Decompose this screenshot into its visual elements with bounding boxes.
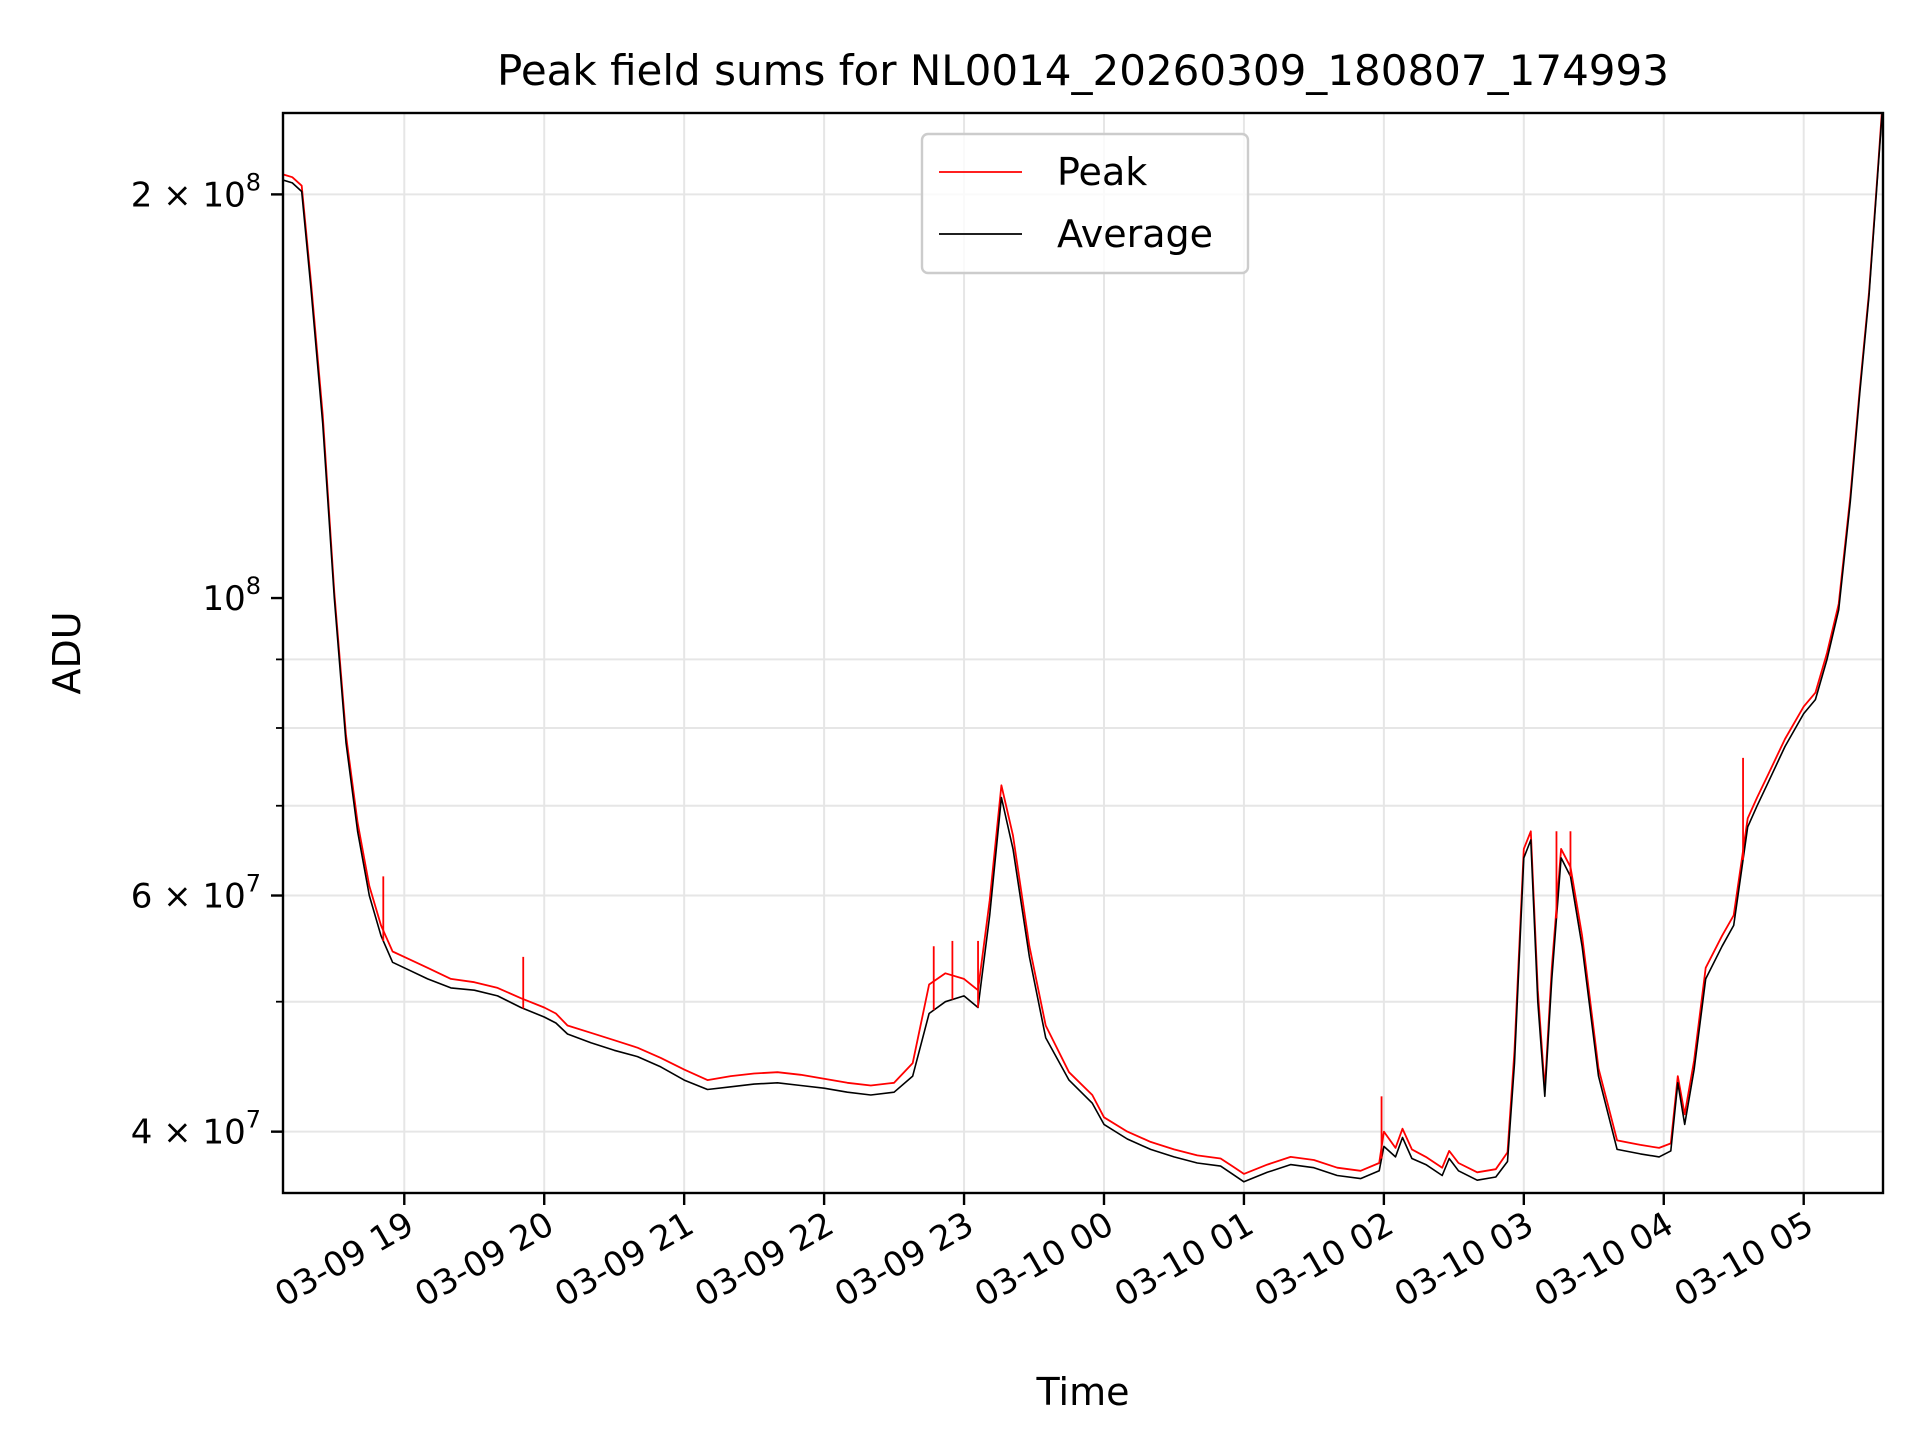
y-tick-base: 6 × 10: [131, 877, 246, 917]
legend-label: Average: [1057, 212, 1213, 256]
y-tick-exponent: 8: [246, 572, 261, 600]
legend: Peak Average: [922, 134, 1248, 273]
y-tick-label: 6 × 107: [131, 870, 261, 917]
y-tick-exponent: 7: [246, 870, 261, 898]
x-axis-label: Time: [1036, 1370, 1130, 1414]
y-tick-base: 10: [202, 579, 245, 619]
y-tick-base: 2 × 10: [131, 175, 246, 215]
y-axis-label: ADU: [45, 611, 89, 694]
y-tick-base: 4 × 10: [131, 1113, 246, 1153]
chart-title: Peak field sums for NL0014_20260309_1808…: [497, 46, 1669, 95]
y-tick-exponent: 7: [246, 1106, 261, 1134]
y-tick-label: 2 × 108: [131, 168, 261, 215]
legend-label: Peak: [1057, 150, 1147, 194]
y-tick-exponent: 8: [246, 168, 261, 196]
y-tick-label: 4 × 107: [131, 1106, 261, 1153]
